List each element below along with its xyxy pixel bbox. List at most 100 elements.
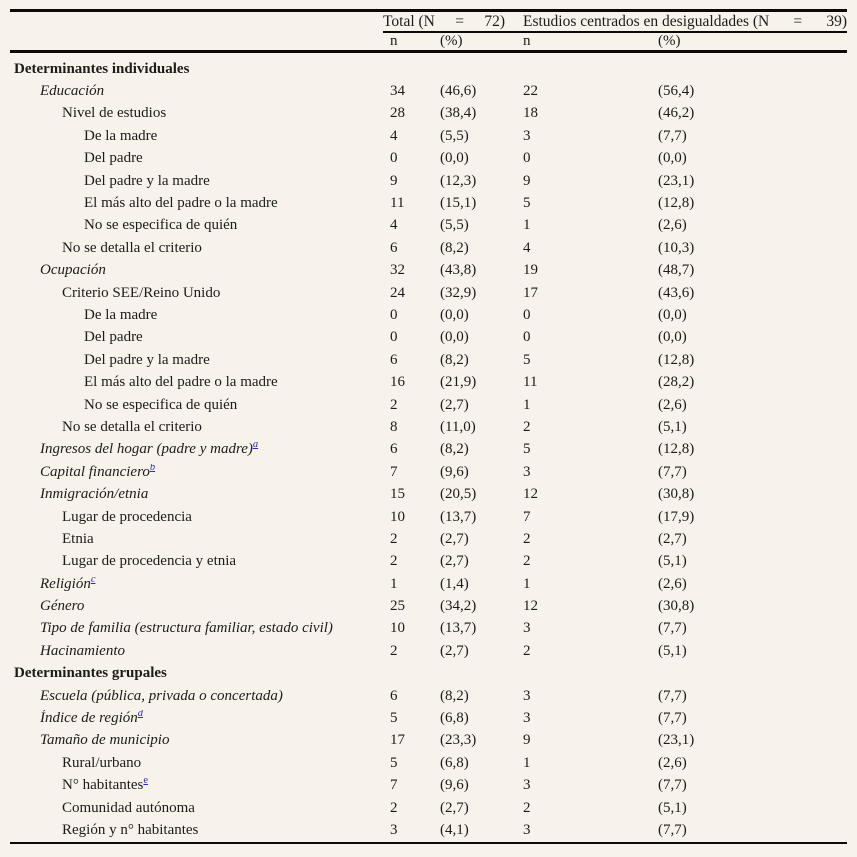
cell-n-inequality: 0 <box>523 150 531 167</box>
table-row: Capital financierob 7 (9,6) 3 (7,7) <box>10 461 847 483</box>
footnote-link[interactable]: e <box>143 777 149 787</box>
group-header-underline <box>383 31 847 33</box>
row-label: Lugar de procedencia y etnia <box>10 553 383 570</box>
cell-n-inequality: 12 <box>523 486 538 503</box>
cell-n-total: 5 <box>390 754 398 771</box>
cell-pct-inequality: (7,7) <box>658 777 687 794</box>
table-row: N° habitantese 7 (9,6) 3 (7,7) <box>10 775 847 797</box>
cell-n-total: 17 <box>390 732 405 749</box>
cell-n-total: 7 <box>390 777 398 794</box>
sub-header-pct-total: (%) <box>440 33 463 49</box>
cell-n-inequality: 3 <box>523 687 531 704</box>
row-label: Género <box>10 598 383 615</box>
cell-pct-inequality: (46,2) <box>658 105 695 122</box>
row-label-text: Educación <box>40 83 105 100</box>
cell-pct-total: (6,8) <box>440 710 469 727</box>
table-row: Hacinamiento 2 (2,7) 2 (5,1) <box>10 640 847 662</box>
cell-n-inequality: 7 <box>523 508 531 525</box>
group-total-equals: = <box>455 13 464 30</box>
header-body-separator-rule <box>10 50 847 53</box>
cell-n-total: 10 <box>390 508 405 525</box>
row-label: Capital financierob <box>10 464 383 481</box>
cell-pct-total: (15,1) <box>440 195 477 212</box>
table-row: Criterio SEE/Reino Unido 24 (32,9) 17 (4… <box>10 282 847 304</box>
row-label-text: Ocupación <box>40 262 106 279</box>
cell-pct-inequality: (2,6) <box>658 754 687 771</box>
sub-header-pct-inequality: (%) <box>658 33 681 49</box>
cell-n-total: 25 <box>390 598 405 615</box>
group-header-total: Total (N = 72) <box>383 12 523 31</box>
cell-pct-total: (2,7) <box>440 799 469 816</box>
cell-n-inequality: 5 <box>523 441 531 458</box>
row-label-text: De la madre <box>84 306 158 323</box>
footnote-link[interactable]: b <box>149 463 156 473</box>
row-label-text: Comunidad autónoma <box>62 799 195 816</box>
table-row: No se especifica de quién 4 (5,5) 1 (2,6… <box>10 215 847 237</box>
footnote-link[interactable]: c <box>90 575 96 585</box>
row-label: Tipo de familia (estructura familiar, es… <box>10 620 383 637</box>
cell-pct-total: (38,4) <box>440 105 477 122</box>
cell-pct-total: (8,2) <box>440 239 469 256</box>
row-label-text: Tamaño de municipio <box>40 732 170 749</box>
row-label-text: El más alto del padre o la madre <box>84 374 278 391</box>
row-label: Comunidad autónoma <box>10 800 383 817</box>
cell-pct-inequality: (2,6) <box>658 396 687 413</box>
cell-n-total: 11 <box>390 195 405 212</box>
table-row: Ingresos del hogar (padre y madre)a 6 (8… <box>10 439 847 461</box>
row-label-text: Religión <box>40 575 91 592</box>
row-label-text: De la madre <box>84 127 158 144</box>
row-label-text: Tipo de familia (estructura familiar, es… <box>40 620 333 637</box>
cell-pct-inequality: (10,3) <box>658 239 695 256</box>
row-label-text: Lugar de procedencia <box>62 508 192 525</box>
cell-n-total: 28 <box>390 105 405 122</box>
cell-n-total: 6 <box>390 239 398 256</box>
cell-n-inequality: 3 <box>523 821 531 838</box>
cell-n-inequality: 11 <box>523 374 538 391</box>
column-group-header-row: Total (N = 72) Estudios centrados en des… <box>10 12 847 31</box>
group-total-n-value: 72) <box>484 13 505 30</box>
row-label: Hacinamiento <box>10 643 383 660</box>
cell-pct-inequality: (30,8) <box>658 598 695 615</box>
table-row: Del padre 0 (0,0) 0 (0,0) <box>10 327 847 349</box>
row-label: Tamaño de municipio <box>10 732 383 749</box>
cell-n-inequality: 12 <box>523 598 538 615</box>
footnote-link[interactable]: d <box>137 710 143 720</box>
cell-pct-total: (0,0) <box>440 150 469 167</box>
cell-n-inequality: 19 <box>523 262 538 279</box>
table-row: Comunidad autónoma 2 (2,7) 2 (5,1) <box>10 797 847 819</box>
table-row: Del padre y la madre 9 (12,3) 9 (23,1) <box>10 170 847 192</box>
cell-pct-total: (2,7) <box>440 553 469 570</box>
cell-n-total: 6 <box>390 351 398 368</box>
row-label-text: Del padre <box>84 329 143 346</box>
sub-header-row: n (%) n (%) <box>10 33 847 50</box>
row-label-text: Determinantes individuales <box>14 60 190 77</box>
determinants-table: Total (N = 72) Estudios centrados en des… <box>10 0 847 844</box>
row-label-text: Criterio SEE/Reino Unido <box>62 284 221 301</box>
row-label-text: Hacinamiento <box>40 642 125 659</box>
cell-pct-total: (20,5) <box>440 486 477 503</box>
cell-n-total: 6 <box>390 687 398 704</box>
cell-pct-total: (43,8) <box>440 262 477 279</box>
group-total-text: Total (N <box>383 13 435 30</box>
cell-pct-total: (21,9) <box>440 374 477 391</box>
cell-n-inequality: 2 <box>523 418 531 435</box>
cell-pct-total: (11,0) <box>440 418 476 435</box>
cell-n-total: 7 <box>390 463 398 480</box>
cell-pct-inequality: (0,0) <box>658 306 687 323</box>
row-label: No se especifica de quién <box>10 217 383 234</box>
row-label-text: Región y n° habitantes <box>62 821 199 838</box>
cell-n-total: 2 <box>390 530 398 547</box>
row-label: Del padre <box>10 329 383 346</box>
row-label: No se detalla el criterio <box>10 240 383 257</box>
cell-pct-inequality: (7,7) <box>658 821 687 838</box>
cell-n-inequality: 1 <box>523 217 531 234</box>
table-row: Del padre 0 (0,0) 0 (0,0) <box>10 148 847 170</box>
cell-n-total: 16 <box>390 374 405 391</box>
cell-n-inequality: 0 <box>523 329 531 346</box>
row-label-text: No se detalla el criterio <box>62 418 202 435</box>
cell-pct-total: (9,6) <box>440 777 469 794</box>
cell-n-inequality: 0 <box>523 306 531 323</box>
table-row: Nivel de estudios 28 (38,4) 18 (46,2) <box>10 103 847 125</box>
row-label-text: No se detalla el criterio <box>62 239 202 256</box>
footnote-link[interactable]: a <box>252 441 259 451</box>
